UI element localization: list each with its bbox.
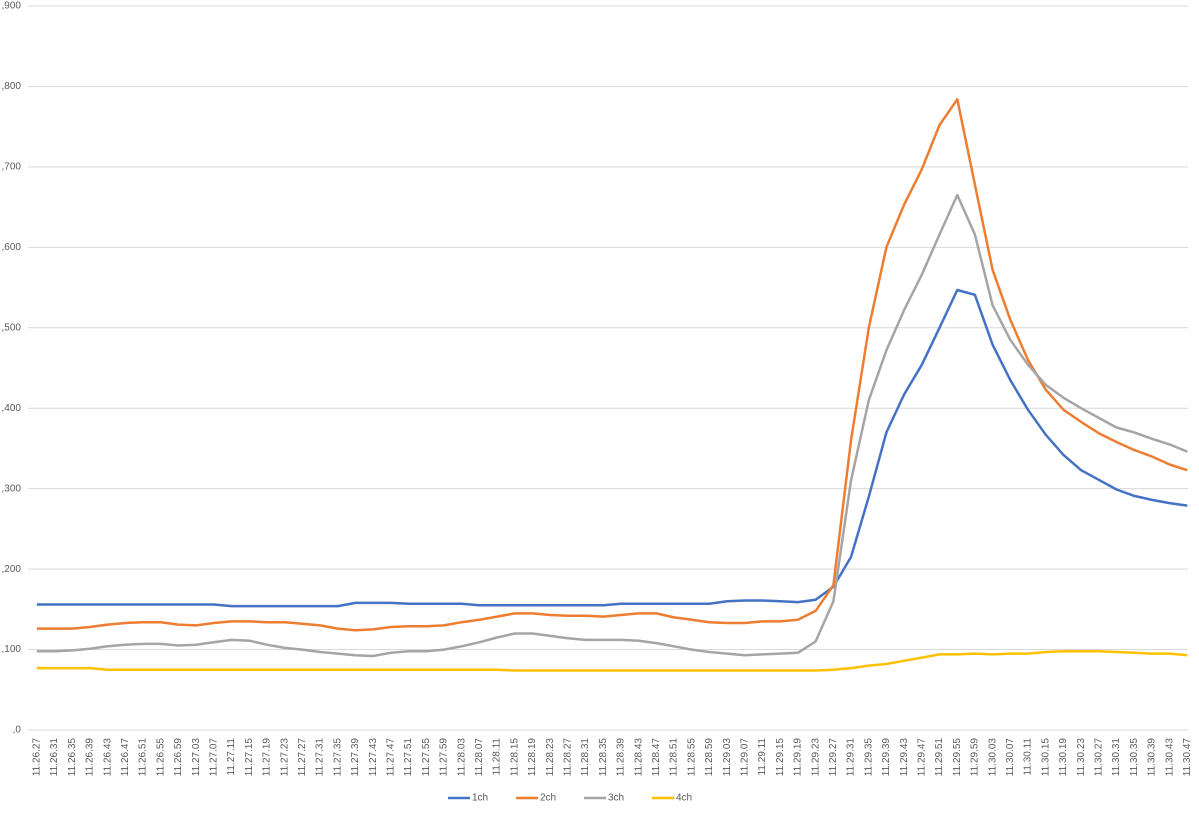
series-line <box>36 288 1188 608</box>
x-tick-label: 11.26.27 <box>31 738 42 777</box>
x-tick-label: 11.30.19 <box>1058 738 1069 777</box>
x-tick-label: 11.28.59 <box>704 738 715 777</box>
y-tick-label: ,0 <box>13 725 22 736</box>
x-tick-label: 11.26.35 <box>67 738 78 777</box>
x-tick-label: 11.29.35 <box>863 738 874 777</box>
x-tick-label: 11.27.59 <box>439 738 450 777</box>
x-tick-label: 11.28.51 <box>669 738 680 777</box>
x-tick-label: 11.28.19 <box>527 738 538 777</box>
x-tick-label: 11.27.15 <box>244 738 255 777</box>
x-tick-label: 11.30.35 <box>1129 738 1140 777</box>
x-tick-label: 11.29.47 <box>916 738 927 777</box>
x-tick-label: 11.27.03 <box>191 738 202 777</box>
x-tick-label: 11.27.31 <box>315 738 326 777</box>
x-tick-label: 11.30.23 <box>1076 738 1087 777</box>
x-tick-label: 11.30.27 <box>1093 738 1104 777</box>
x-tick-label: 11.30.39 <box>1147 738 1158 777</box>
x-tick-label: 11.29.55 <box>952 738 963 777</box>
x-tick-label: 11.30.31 <box>1111 738 1122 777</box>
series-line <box>36 649 1188 672</box>
x-tick-label: 11.28.11 <box>492 738 503 776</box>
x-tick-label: 11.28.27 <box>562 738 573 777</box>
x-tick-label: 11.27.55 <box>421 738 432 777</box>
x-tick-label: 11.28.31 <box>580 738 591 777</box>
x-tick-label: 11.27.23 <box>279 738 290 777</box>
x-tick-label: 11.27.27 <box>297 738 308 777</box>
legend-label: 4ch <box>676 793 692 804</box>
x-tick-label: 11.26.51 <box>138 738 149 777</box>
x-tick-label: 11.28.47 <box>651 738 662 777</box>
x-tick-label: 11.26.31 <box>49 738 60 777</box>
x-tick-label: 11.28.15 <box>509 738 520 777</box>
y-tick-label: ,900 <box>2 1 22 12</box>
series-line <box>36 98 1188 632</box>
y-tick-label: ,200 <box>2 564 22 575</box>
x-tick-label: 11.28.23 <box>545 738 556 777</box>
x-tick-label: 11.28.35 <box>598 738 609 777</box>
legend-label: 1ch <box>472 793 488 804</box>
x-tick-label: 11.29.59 <box>970 738 981 777</box>
x-tick-label: 11.27.35 <box>332 738 343 777</box>
legend-label: 2ch <box>540 793 556 804</box>
y-tick-label: ,100 <box>2 644 22 655</box>
x-tick-label: 11.28.43 <box>633 738 644 777</box>
x-tick-label: 11.29.39 <box>881 738 892 777</box>
x-tick-label: 11.29.23 <box>810 738 821 777</box>
x-tick-label: 11.29.31 <box>846 738 857 777</box>
x-tick-label: 11.27.47 <box>385 738 396 777</box>
x-tick-label: 11.30.11 <box>1023 738 1034 776</box>
x-tick-label: 11.26.43 <box>102 738 113 777</box>
x-tick-label: 11.27.43 <box>368 738 379 777</box>
y-tick-label: ,400 <box>2 403 22 414</box>
x-tick-label: 11.27.11 <box>226 738 237 776</box>
x-tick-label: 11.30.15 <box>1040 738 1051 777</box>
x-tick-label: 11.30.03 <box>987 738 998 777</box>
y-tick-label: ,700 <box>2 162 22 173</box>
y-tick-label: ,500 <box>2 322 22 333</box>
x-tick-label: 11.26.59 <box>173 738 184 777</box>
x-tick-label: 11.28.55 <box>686 738 697 777</box>
x-tick-label: 11.29.51 <box>934 738 945 777</box>
x-tick-label: 11.27.07 <box>208 738 219 777</box>
x-tick-label: 11.28.03 <box>456 738 467 777</box>
x-tick-label: 11.29.07 <box>739 738 750 777</box>
y-tick-label: ,600 <box>2 242 22 253</box>
y-tick-label: ,300 <box>2 483 22 494</box>
x-tick-label: 11.29.43 <box>899 738 910 777</box>
x-tick-label: 11.28.39 <box>616 738 627 777</box>
x-tick-label: 11.27.19 <box>262 738 273 777</box>
x-tick-label: 11.29.27 <box>828 738 839 777</box>
x-tick-label: 11.29.19 <box>793 738 804 777</box>
x-tick-label: 11.29.03 <box>722 738 733 777</box>
x-tick-label: 11.30.43 <box>1164 738 1175 777</box>
x-tick-label: 11.28.07 <box>474 738 485 777</box>
x-tick-label: 11.30.07 <box>1005 738 1016 777</box>
x-tick-label: 11.26.47 <box>120 738 131 777</box>
series-line <box>36 193 1188 658</box>
x-tick-label: 11.29.11 <box>757 738 768 776</box>
x-tick-label: 11.30.47 <box>1182 738 1193 777</box>
x-tick-label: 11.27.39 <box>350 738 361 777</box>
x-tick-label: 11.26.39 <box>85 738 96 777</box>
y-tick-label: ,800 <box>2 81 22 92</box>
legend-label: 3ch <box>608 793 624 804</box>
x-tick-label: 11.27.51 <box>403 738 414 777</box>
x-tick-label: 11.29.15 <box>775 738 786 777</box>
x-tick-label: 11.26.55 <box>155 738 166 777</box>
